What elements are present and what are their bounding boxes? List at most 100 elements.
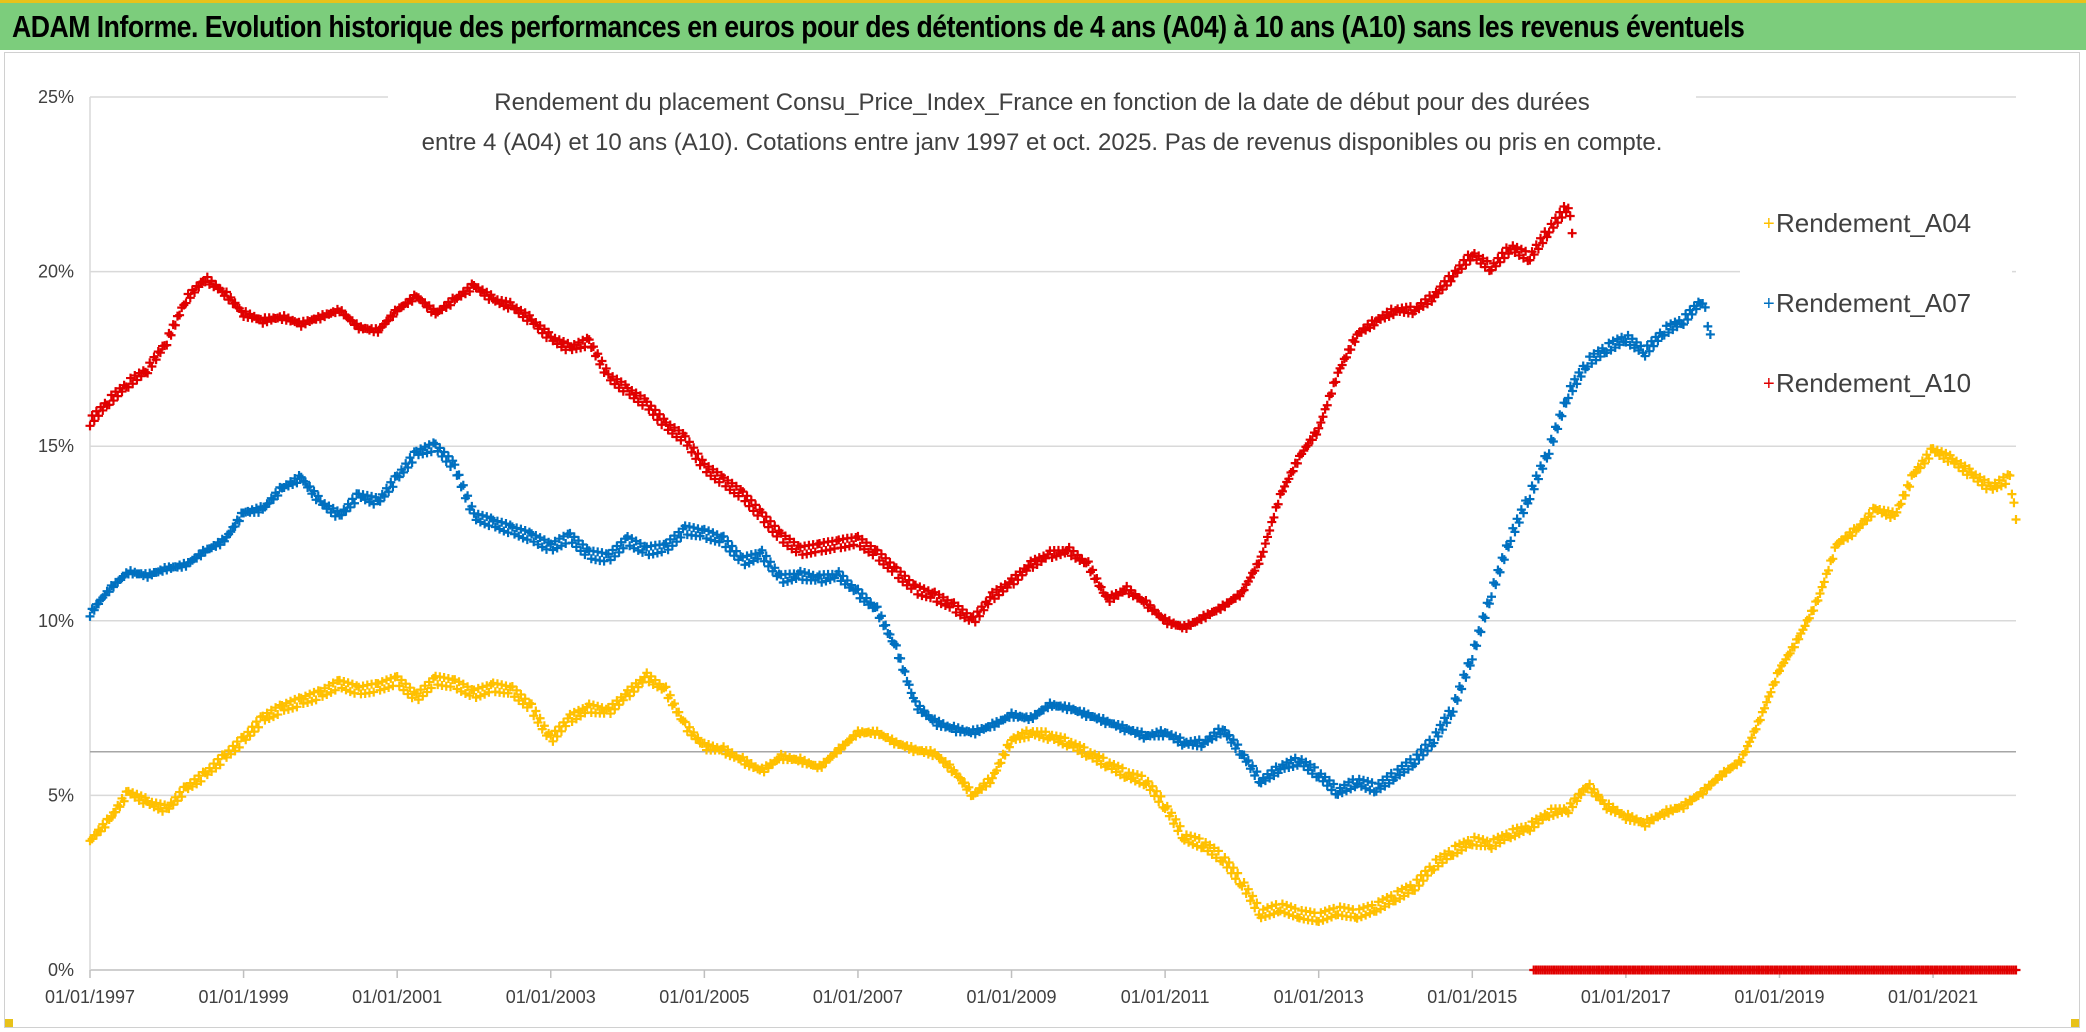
data-marker xyxy=(1235,591,1245,601)
data-marker xyxy=(588,342,598,352)
data-marker xyxy=(714,537,724,547)
data-marker xyxy=(1484,599,1494,609)
data-marker xyxy=(1188,839,1198,849)
data-marker xyxy=(1094,751,1104,761)
data-marker xyxy=(1553,424,1563,434)
data-marker xyxy=(866,598,876,608)
data-marker xyxy=(330,511,340,521)
data-marker xyxy=(1307,435,1317,445)
data-marker xyxy=(657,547,667,557)
data-marker xyxy=(992,766,1002,776)
data-marker xyxy=(1329,903,1339,913)
data-marker xyxy=(497,517,507,527)
data-marker xyxy=(1365,785,1375,795)
data-marker xyxy=(661,682,671,692)
data-marker xyxy=(655,409,665,419)
data-marker xyxy=(1346,345,1356,355)
data-marker xyxy=(975,611,985,621)
data-marker xyxy=(1117,763,1127,773)
data-marker xyxy=(629,687,639,697)
data-marker xyxy=(1220,725,1230,735)
data-marker xyxy=(753,554,763,564)
data-marker xyxy=(305,481,315,491)
data-marker xyxy=(1258,905,1268,915)
data-marker xyxy=(1009,579,1019,589)
data-marker xyxy=(746,495,756,505)
data-marker xyxy=(646,401,656,411)
data-marker xyxy=(554,335,564,345)
data-marker xyxy=(633,682,643,692)
data-marker xyxy=(520,694,530,704)
data-marker xyxy=(911,580,921,590)
data-marker xyxy=(405,683,415,693)
data-marker xyxy=(1034,732,1044,742)
data-marker xyxy=(1363,901,1373,911)
x-tick-label: 01/01/2007 xyxy=(813,987,903,1007)
data-marker xyxy=(1273,499,1283,509)
data-marker xyxy=(738,487,748,497)
data-marker xyxy=(1435,720,1445,730)
data-marker xyxy=(1461,260,1471,270)
data-marker xyxy=(955,773,965,783)
data-marker xyxy=(1747,733,1757,743)
data-marker xyxy=(94,411,104,421)
data-marker xyxy=(520,525,530,535)
y-tick-label: 20% xyxy=(38,262,74,282)
data-marker xyxy=(936,599,946,609)
data-marker xyxy=(1666,319,1676,329)
data-marker xyxy=(1245,573,1255,583)
data-marker xyxy=(480,519,490,529)
data-marker xyxy=(896,653,906,663)
data-marker xyxy=(1269,512,1279,522)
data-marker xyxy=(550,333,560,343)
data-marker xyxy=(1617,332,1627,342)
data-marker xyxy=(1640,351,1650,361)
data-marker xyxy=(842,575,852,585)
data-marker xyxy=(2001,479,2011,489)
data-marker xyxy=(1499,253,1509,263)
data-marker xyxy=(861,593,871,603)
data-marker xyxy=(1504,542,1514,552)
data-marker xyxy=(1186,831,1196,841)
data-marker xyxy=(422,448,432,458)
data-marker xyxy=(2009,498,2019,508)
data-marker xyxy=(1263,532,1273,542)
data-marker xyxy=(552,731,562,741)
data-marker xyxy=(1525,494,1535,504)
data-marker xyxy=(527,529,537,539)
data-marker xyxy=(915,701,925,711)
data-marker xyxy=(175,310,185,320)
data-marker xyxy=(260,715,270,725)
data-marker xyxy=(676,532,686,542)
data-marker xyxy=(1762,697,1772,707)
data-marker xyxy=(979,605,989,615)
data-marker xyxy=(791,574,801,584)
data-marker xyxy=(1548,223,1558,233)
data-marker xyxy=(495,524,505,534)
data-marker xyxy=(1109,759,1119,769)
data-marker xyxy=(222,287,232,297)
data-marker xyxy=(669,699,679,709)
data-marker xyxy=(1288,761,1298,771)
data-marker xyxy=(1173,826,1183,836)
data-marker xyxy=(1026,556,1036,566)
data-marker xyxy=(674,707,684,717)
data-marker xyxy=(1529,250,1539,260)
data-marker xyxy=(529,711,539,721)
data-marker xyxy=(379,684,389,694)
data-marker xyxy=(548,736,558,746)
data-marker xyxy=(117,387,127,397)
data-marker xyxy=(450,460,460,470)
data-marker xyxy=(258,318,268,328)
data-marker xyxy=(1847,531,1857,541)
data-marker xyxy=(469,685,479,695)
data-marker xyxy=(1514,518,1524,528)
data-marker xyxy=(354,682,364,692)
data-marker xyxy=(1258,547,1268,557)
data-marker xyxy=(1536,233,1546,243)
data-marker xyxy=(465,691,475,701)
data-marker xyxy=(1152,786,1162,796)
data-marker xyxy=(1275,906,1285,916)
data-marker xyxy=(940,601,950,611)
legend-label-a04: Rendement_A04 xyxy=(1776,208,1971,238)
